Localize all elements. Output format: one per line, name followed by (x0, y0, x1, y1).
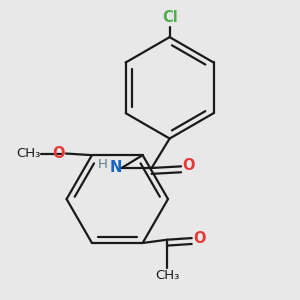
Text: O: O (52, 146, 65, 161)
Text: Cl: Cl (162, 11, 178, 26)
Text: CH₃: CH₃ (155, 269, 179, 282)
Text: N: N (109, 160, 122, 175)
Text: O: O (183, 158, 195, 173)
Text: CH₃: CH₃ (16, 147, 40, 160)
Text: H: H (98, 158, 108, 171)
Text: O: O (193, 231, 206, 246)
